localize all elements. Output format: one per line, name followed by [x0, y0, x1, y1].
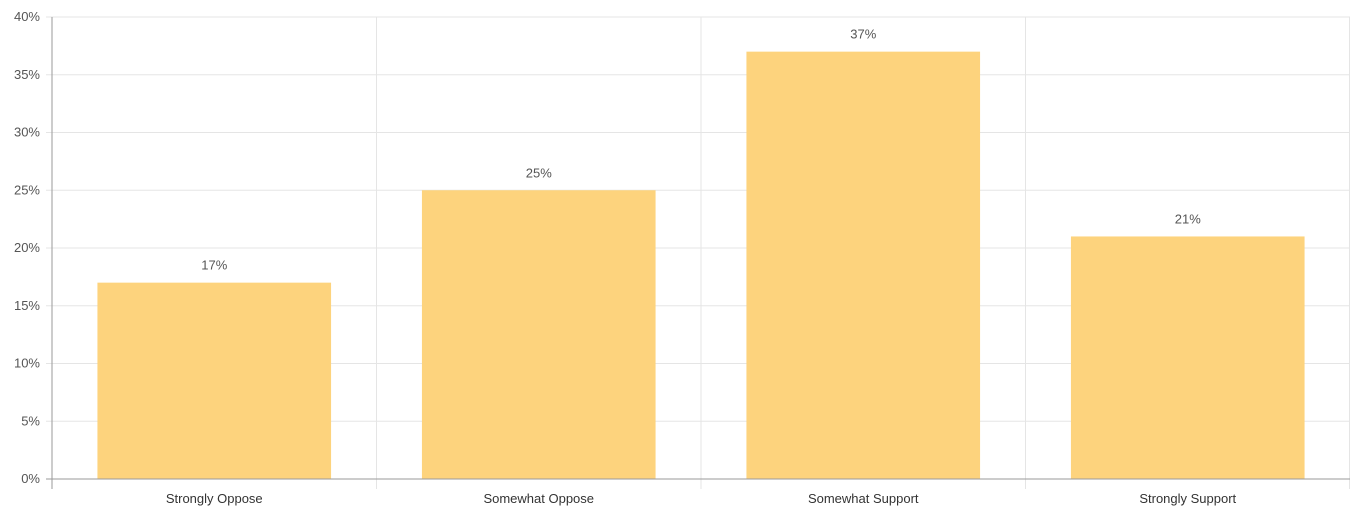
bar[interactable]	[746, 51, 981, 480]
axis-layer	[46, 16, 1350, 489]
y-tick-label: 35%	[14, 67, 40, 82]
y-tick-label: 5%	[21, 413, 40, 428]
y-tick-label: 10%	[14, 356, 40, 371]
y-tick-label: 15%	[14, 298, 40, 313]
x-tick-label: Somewhat Oppose	[483, 491, 594, 506]
y-tick-label: 40%	[14, 9, 40, 24]
data-label: 37%	[850, 27, 876, 42]
y-tick-label: 20%	[14, 240, 40, 255]
bar[interactable]	[97, 282, 332, 479]
x-tick-label: Strongly Oppose	[166, 491, 263, 506]
label-layer: 0% 5% 10% 15% 20% 25% 30% 35% 40% 17% Strongly Opp…	[14, 9, 1237, 506]
bar-layer	[97, 51, 1305, 480]
data-label: 25%	[526, 165, 552, 180]
bar[interactable]	[421, 190, 656, 479]
data-label: 17%	[201, 258, 227, 273]
x-tick-label: Somewhat Support	[808, 491, 919, 506]
x-tick-label: Strongly Support	[1139, 491, 1236, 506]
y-tick-label: 0%	[21, 471, 40, 486]
data-label: 21%	[1175, 211, 1201, 226]
y-tick-label: 25%	[14, 182, 40, 197]
bar[interactable]	[1070, 236, 1305, 479]
y-tick-label: 30%	[14, 125, 40, 140]
